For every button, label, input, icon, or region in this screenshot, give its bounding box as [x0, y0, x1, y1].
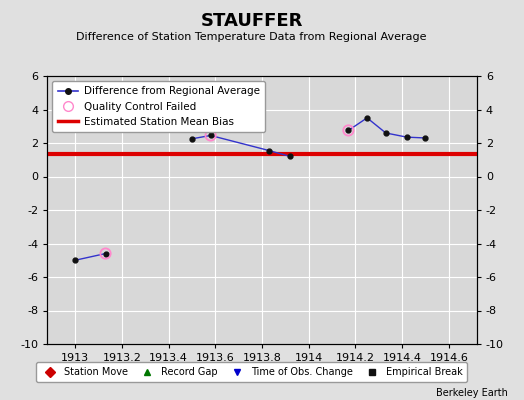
Text: Difference of Station Temperature Data from Regional Average: Difference of Station Temperature Data f…	[77, 32, 427, 42]
Point	[344, 127, 353, 134]
Y-axis label: Monthly Temperature Anomaly Difference (°C): Monthly Temperature Anomaly Difference (…	[523, 97, 524, 323]
Text: STAUFFER: STAUFFER	[200, 12, 303, 30]
Text: Berkeley Earth: Berkeley Earth	[436, 388, 508, 398]
Legend: Station Move, Record Gap, Time of Obs. Change, Empirical Break: Station Move, Record Gap, Time of Obs. C…	[36, 362, 467, 382]
Point	[101, 250, 110, 257]
Legend: Difference from Regional Average, Quality Control Failed, Estimated Station Mean: Difference from Regional Average, Qualit…	[52, 81, 265, 132]
Point	[206, 132, 215, 139]
